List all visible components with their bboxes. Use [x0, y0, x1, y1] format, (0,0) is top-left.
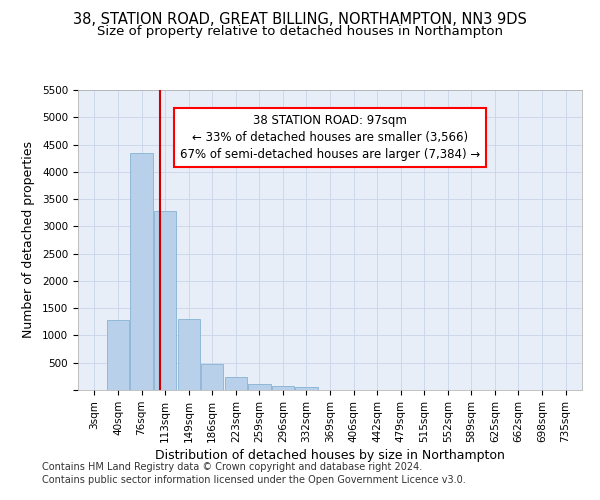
Bar	[248, 384, 271, 390]
Bar	[201, 364, 223, 390]
X-axis label: Distribution of detached houses by size in Northampton: Distribution of detached houses by size …	[155, 449, 505, 462]
Bar	[295, 388, 317, 390]
Text: Contains public sector information licensed under the Open Government Licence v3: Contains public sector information licen…	[42, 475, 466, 485]
Text: 38, STATION ROAD, GREAT BILLING, NORTHAMPTON, NN3 9DS: 38, STATION ROAD, GREAT BILLING, NORTHAM…	[73, 12, 527, 28]
Bar	[107, 320, 129, 390]
Bar	[224, 378, 247, 390]
Text: Contains HM Land Registry data © Crown copyright and database right 2024.: Contains HM Land Registry data © Crown c…	[42, 462, 422, 472]
Bar	[178, 319, 200, 390]
Text: 38 STATION ROAD: 97sqm
← 33% of detached houses are smaller (3,566)
67% of semi-: 38 STATION ROAD: 97sqm ← 33% of detached…	[180, 114, 480, 161]
Bar	[154, 210, 176, 390]
Text: Size of property relative to detached houses in Northampton: Size of property relative to detached ho…	[97, 25, 503, 38]
Y-axis label: Number of detached properties: Number of detached properties	[22, 142, 35, 338]
Bar	[272, 386, 294, 390]
Bar	[130, 154, 153, 390]
